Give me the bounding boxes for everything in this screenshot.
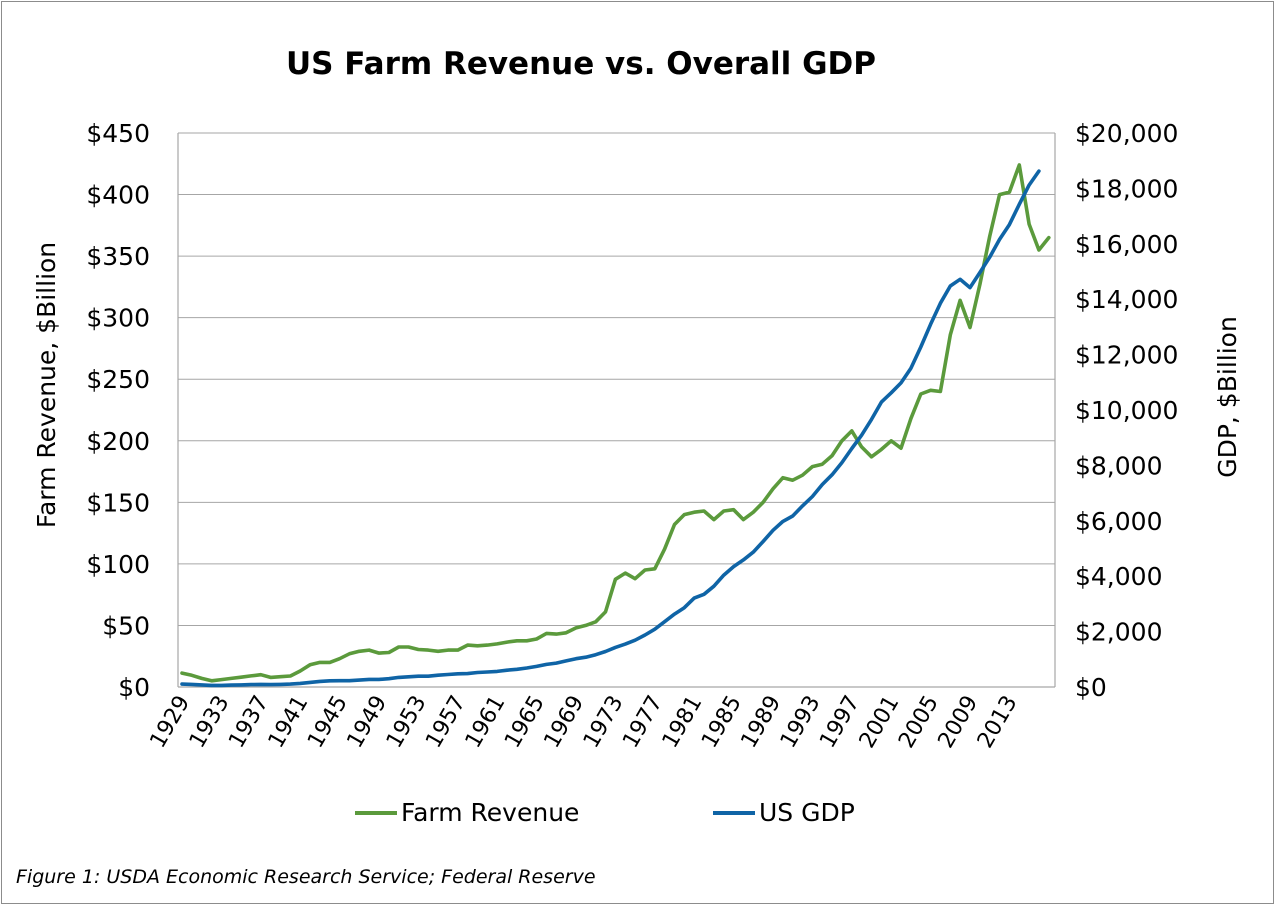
x-tick-label: 1945 <box>303 692 353 753</box>
x-tick-label: 1929 <box>146 692 196 753</box>
chart-title: US Farm Revenue vs. Overall GDP <box>286 46 876 82</box>
x-tick-label: 2009 <box>934 692 984 753</box>
x-tick-label: 1997 <box>815 692 865 753</box>
x-tick-label: 2001 <box>855 692 905 753</box>
y2-tick-label: $20,000 <box>1075 119 1178 148</box>
gridlines <box>178 132 1055 626</box>
x-tick-label: 1937 <box>224 692 274 753</box>
y-tick-label: $450 <box>86 119 150 148</box>
y-tick-label: $100 <box>86 550 150 579</box>
y2-tick-label: $16,000 <box>1075 230 1178 259</box>
x-tick-label: 1981 <box>658 692 708 753</box>
axis-lines <box>177 133 1056 688</box>
y2-tick-label: $2,000 <box>1075 618 1162 647</box>
y2-tick-label: $10,000 <box>1075 396 1178 425</box>
x-tick-label: 1957 <box>421 692 471 753</box>
x-tick-label: 2013 <box>973 692 1023 753</box>
x-tick-label: 1949 <box>343 692 393 753</box>
x-tick-label: 1993 <box>776 692 826 753</box>
legend: Farm Revenue US GDP <box>355 798 855 827</box>
figure-caption: Figure 1: USDA Economic Research Service… <box>16 866 596 888</box>
y-tick-label: $350 <box>86 242 150 271</box>
series-line-us-gdp <box>180 169 1041 688</box>
legend-label-us-gdp: US GDP <box>759 798 855 827</box>
x-tick-label: 1989 <box>737 692 787 753</box>
y-tick-label: $150 <box>86 488 150 517</box>
series-line-farm-revenue <box>180 163 1051 683</box>
y-tick-label: $200 <box>86 427 150 456</box>
right-axis-ticks: $0 $2,000 $4,000 $6,000 $8,000 $10,000 $12,000… <box>1075 119 1178 702</box>
y2-tick-label: $8,000 <box>1075 451 1162 480</box>
y2-tick-label: $18,000 <box>1075 174 1178 203</box>
x-tick-label: 1973 <box>579 692 629 753</box>
y2-tick-label: $12,000 <box>1075 341 1178 370</box>
x-tick-label: 2005 <box>894 692 944 753</box>
x-tick-label: 1985 <box>697 692 747 753</box>
x-tick-label: 1941 <box>264 692 314 753</box>
legend-label-farm-revenue: Farm Revenue <box>401 798 579 827</box>
y-tick-label: $50 <box>102 611 150 640</box>
y2-tick-label: $4,000 <box>1075 562 1162 591</box>
left-axis-ticks: $0 $50 $100 $150 $200 $250 $300 $350 $400 $450 <box>86 119 150 702</box>
legend-item-us-gdp: US GDP <box>713 798 855 827</box>
x-tick-label: 1965 <box>500 692 550 753</box>
x-tick-label: 1933 <box>185 692 235 753</box>
x-axis-ticks: 1929193319371941194519491953195719611965… <box>146 692 1023 753</box>
y-tick-label: $400 <box>86 181 150 210</box>
y-tick-label: $300 <box>86 304 150 333</box>
y-axis-title: Farm Revenue, $Billion <box>32 242 61 528</box>
legend-item-farm-revenue: Farm Revenue <box>355 798 579 827</box>
y2-tick-label: $6,000 <box>1075 507 1162 536</box>
x-tick-label: 1977 <box>618 692 668 753</box>
y-tick-label: $250 <box>86 365 150 394</box>
y2-axis-title: GDP, $Billion <box>1213 316 1242 478</box>
series-lines <box>180 163 1051 688</box>
y2-tick-label: $14,000 <box>1075 285 1178 314</box>
x-tick-label: 1969 <box>540 692 590 753</box>
y2-tick-label: $0 <box>1075 673 1107 702</box>
x-tick-label: 1953 <box>382 692 432 753</box>
y-tick-label: $0 <box>118 673 150 702</box>
x-tick-label: 1961 <box>461 692 511 753</box>
